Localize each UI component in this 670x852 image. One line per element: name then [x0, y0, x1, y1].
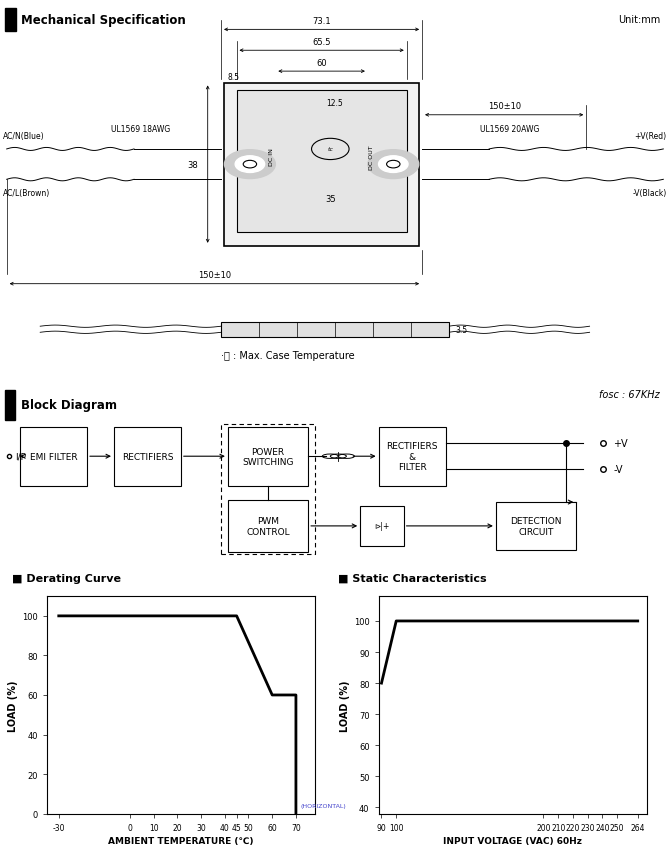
- Text: 65.5: 65.5: [312, 37, 331, 47]
- Y-axis label: LOAD (%): LOAD (%): [340, 679, 350, 731]
- Circle shape: [224, 151, 275, 179]
- Bar: [20, 428, 87, 486]
- Text: 73.1: 73.1: [312, 17, 331, 26]
- Circle shape: [235, 157, 265, 173]
- Bar: [224, 83, 419, 246]
- Text: 60: 60: [316, 60, 327, 68]
- Text: DC IN: DC IN: [269, 148, 274, 166]
- Text: ■ Derating Curve: ■ Derating Curve: [12, 573, 121, 583]
- Bar: [5, 391, 15, 420]
- Text: fosc : 67KHz: fosc : 67KHz: [599, 389, 660, 400]
- X-axis label: INPUT VOLTAGE (VAC) 60Hz: INPUT VOLTAGE (VAC) 60Hz: [443, 836, 582, 845]
- Text: PWM
CONTROL: PWM CONTROL: [246, 516, 290, 536]
- Text: Unit:mm: Unit:mm: [618, 15, 660, 26]
- Text: +V(Red): +V(Red): [634, 132, 667, 141]
- Bar: [496, 503, 576, 550]
- Text: (HORIZONTAL): (HORIZONTAL): [301, 803, 346, 808]
- Bar: [228, 428, 308, 486]
- Text: -V(Black): -V(Black): [632, 189, 667, 198]
- Y-axis label: LOAD (%): LOAD (%): [8, 679, 18, 731]
- Text: Mechanical Specification: Mechanical Specification: [21, 14, 186, 27]
- Text: POWER
SWITCHING: POWER SWITCHING: [243, 447, 293, 466]
- Text: RECTIFIERS: RECTIFIERS: [122, 452, 173, 461]
- Circle shape: [379, 157, 408, 173]
- Bar: [114, 428, 181, 486]
- Text: RECTIFIERS
&
FILTER: RECTIFIERS & FILTER: [387, 442, 438, 471]
- Text: 38: 38: [187, 160, 198, 170]
- Text: Block Diagram: Block Diagram: [21, 399, 117, 412]
- Text: UL1569 18AWG: UL1569 18AWG: [111, 124, 170, 134]
- Bar: [237, 91, 407, 233]
- Bar: [221, 424, 315, 555]
- Text: 35: 35: [325, 194, 336, 204]
- Text: tc: tc: [328, 147, 333, 153]
- Text: 150±10: 150±10: [198, 271, 231, 279]
- Text: AC/N(Blue): AC/N(Blue): [3, 132, 45, 141]
- Text: EMI FILTER: EMI FILTER: [29, 452, 78, 461]
- Text: -V: -V: [613, 464, 622, 475]
- Text: 12.5: 12.5: [327, 99, 343, 108]
- Bar: [221, 322, 449, 337]
- Text: ■ Static Characteristics: ■ Static Characteristics: [338, 573, 487, 583]
- Text: 3.5: 3.5: [456, 325, 468, 334]
- Text: 150±10: 150±10: [488, 102, 521, 111]
- Text: AC/L(Brown): AC/L(Brown): [3, 189, 51, 198]
- X-axis label: AMBIENT TEMPERATURE (℃): AMBIENT TEMPERATURE (℃): [108, 836, 254, 845]
- Text: UL1569 20AWG: UL1569 20AWG: [480, 124, 539, 134]
- Text: DC OUT: DC OUT: [369, 145, 375, 170]
- Text: +V: +V: [613, 439, 628, 449]
- Text: DETECTION
CIRCUIT: DETECTION CIRCUIT: [511, 516, 561, 536]
- Circle shape: [368, 151, 419, 179]
- Bar: [360, 506, 404, 546]
- Bar: [5, 9, 16, 32]
- Text: ⊳|+: ⊳|+: [375, 521, 389, 531]
- Bar: [228, 501, 308, 552]
- Text: 8.5: 8.5: [228, 72, 240, 82]
- Text: ·Ⓣ : Max. Case Temperature: ·Ⓣ : Max. Case Temperature: [221, 350, 354, 360]
- Bar: [379, 428, 446, 486]
- Text: I/P: I/P: [15, 452, 25, 461]
